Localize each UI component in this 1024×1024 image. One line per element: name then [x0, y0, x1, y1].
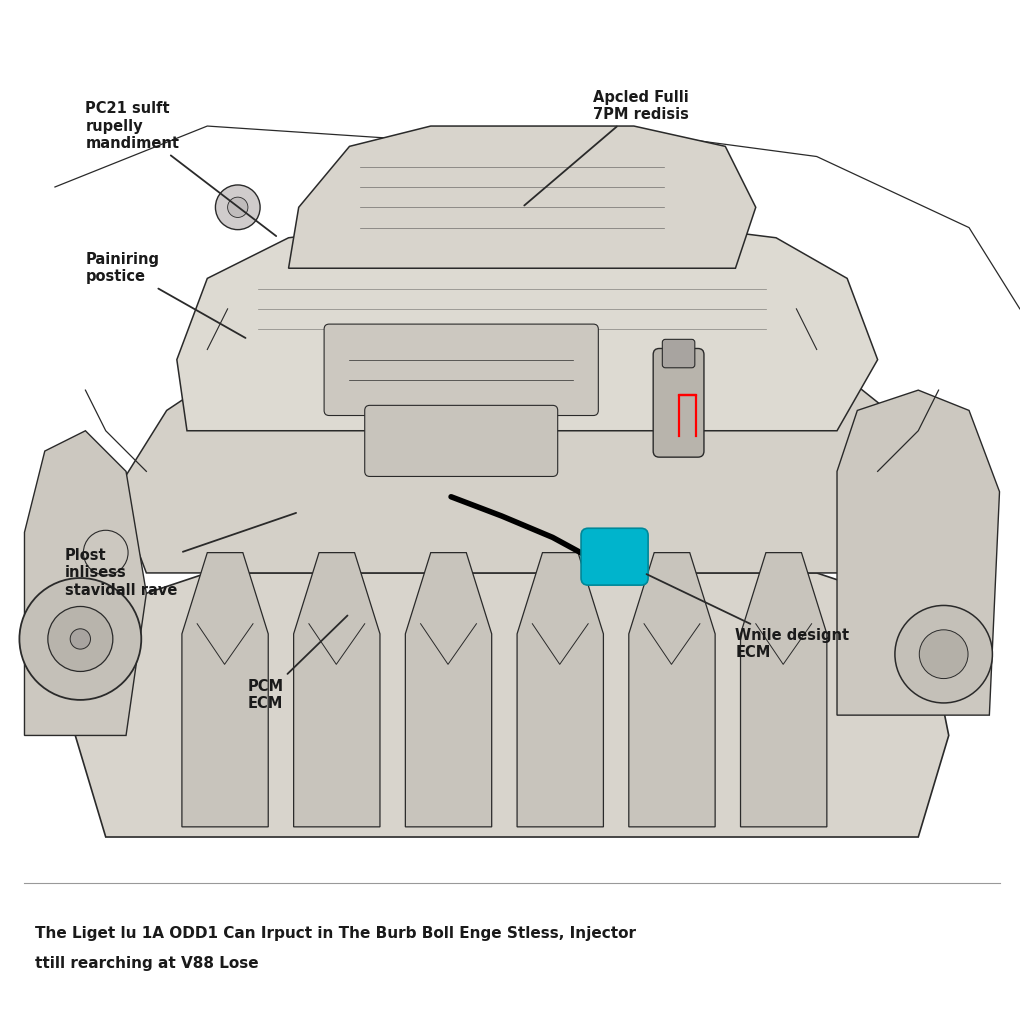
Polygon shape — [182, 553, 268, 826]
Text: The Liget lu 1A ODD1 Can Irpuct in The Burb Boll Enge Stless, Injector: The Liget lu 1A ODD1 Can Irpuct in The B… — [35, 926, 636, 941]
Polygon shape — [25, 431, 146, 735]
Polygon shape — [289, 126, 756, 268]
FancyBboxPatch shape — [653, 348, 703, 457]
Polygon shape — [406, 553, 492, 826]
Circle shape — [215, 185, 260, 229]
Polygon shape — [740, 553, 826, 826]
Text: Apcled Fulli
7PM redisis: Apcled Fulli 7PM redisis — [524, 89, 689, 206]
Circle shape — [227, 198, 248, 217]
Circle shape — [71, 629, 90, 649]
Text: PCM
ECM: PCM ECM — [248, 615, 347, 711]
FancyBboxPatch shape — [663, 339, 695, 368]
Circle shape — [83, 530, 128, 574]
Circle shape — [48, 606, 113, 672]
Text: Painiring
postice: Painiring postice — [85, 252, 246, 338]
Circle shape — [895, 605, 992, 702]
FancyBboxPatch shape — [581, 528, 648, 585]
Polygon shape — [294, 553, 380, 826]
Polygon shape — [517, 553, 603, 826]
Text: PC21 sulft
rupelly
mandiment: PC21 sulft rupelly mandiment — [85, 101, 276, 237]
FancyBboxPatch shape — [365, 406, 558, 476]
Polygon shape — [177, 217, 878, 431]
Text: Wnile designt
ECM: Wnile designt ECM — [646, 574, 850, 660]
FancyBboxPatch shape — [325, 325, 598, 416]
Circle shape — [920, 630, 968, 679]
Polygon shape — [75, 573, 949, 837]
Polygon shape — [629, 553, 715, 826]
Polygon shape — [837, 390, 999, 715]
Text: Plost
inlisess
stavidall rave: Plost inlisess stavidall rave — [66, 513, 296, 598]
Circle shape — [19, 578, 141, 699]
Text: ttill rearching at V88 Lose: ttill rearching at V88 Lose — [35, 956, 258, 972]
Polygon shape — [116, 349, 908, 573]
